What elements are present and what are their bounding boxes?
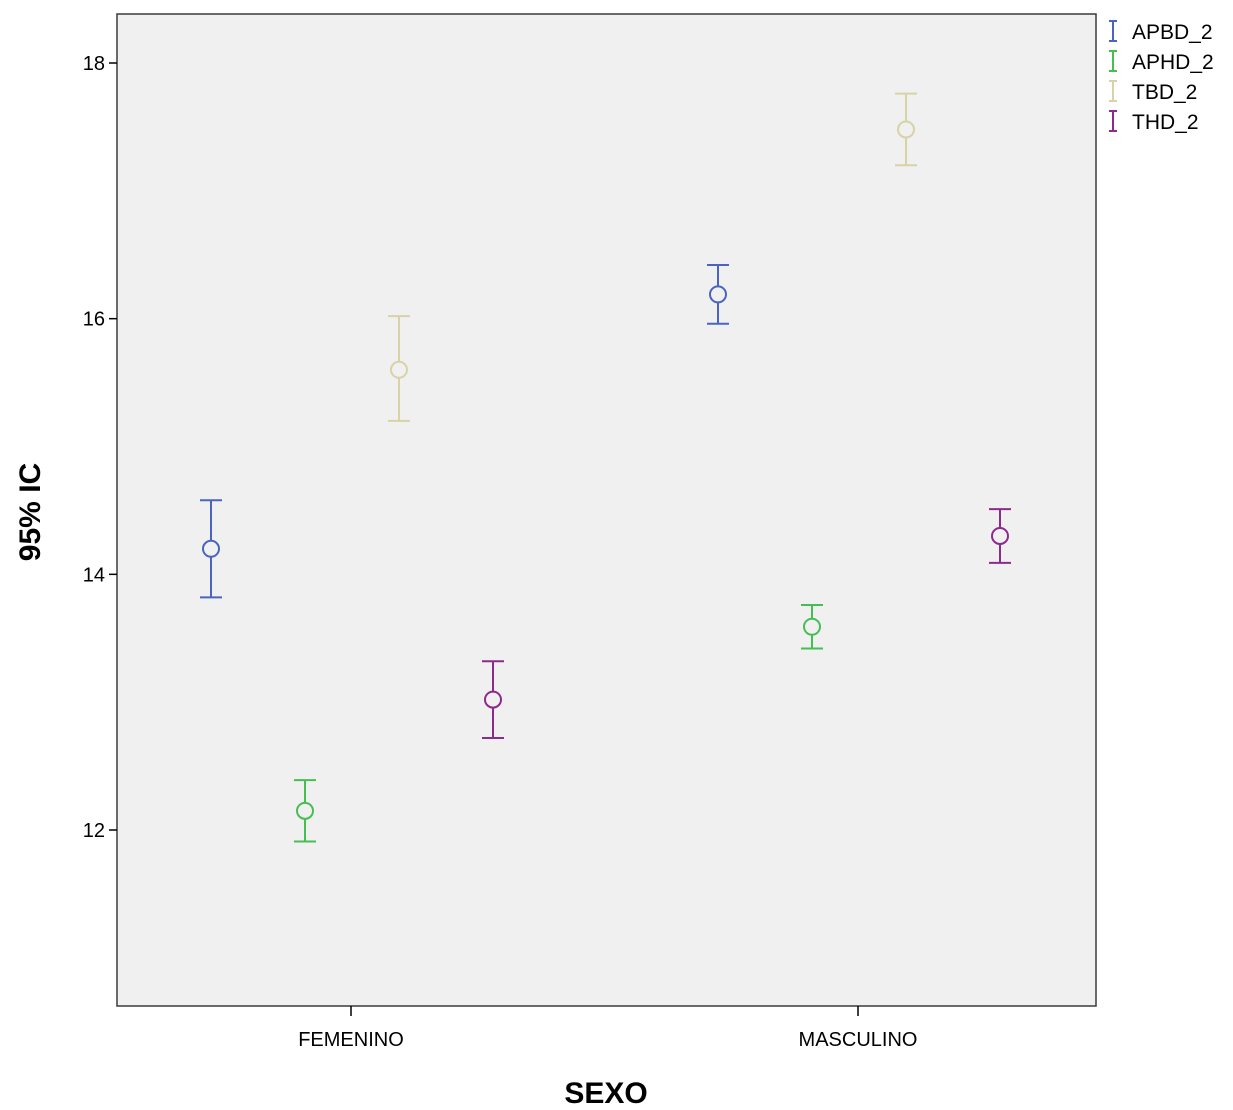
y-axis: 12 14 16 18 bbox=[83, 53, 117, 842]
legend-label: APHD_2 bbox=[1132, 51, 1214, 74]
legend: APBD_2 APHD_2 TBD_2 THD_2 bbox=[1109, 20, 1214, 134]
y-tick-label: 14 bbox=[83, 564, 105, 586]
legend-label: APBD_2 bbox=[1132, 21, 1213, 44]
x-tick-label: FEMENINO bbox=[298, 1029, 404, 1051]
x-axis: FEMENINO MASCULINO bbox=[298, 1006, 917, 1051]
mean-marker bbox=[202, 539, 220, 558]
mean-marker bbox=[484, 690, 502, 709]
legend-item: APHD_2 bbox=[1109, 50, 1214, 74]
x-axis-title: SEXO bbox=[564, 1077, 647, 1110]
mean-marker bbox=[897, 120, 915, 139]
legend-item: THD_2 bbox=[1109, 110, 1199, 134]
mean-marker bbox=[296, 801, 314, 820]
legend-label: TBD_2 bbox=[1132, 81, 1197, 104]
series-thd-2 bbox=[482, 508, 1011, 739]
series-apbd-2 bbox=[200, 263, 729, 599]
y-tick-label: 12 bbox=[83, 820, 105, 842]
y-tick-label: 16 bbox=[83, 309, 105, 331]
series-layer bbox=[200, 92, 1011, 843]
legend-item: APBD_2 bbox=[1109, 20, 1213, 44]
series-aphd-2 bbox=[294, 604, 823, 843]
plot-area bbox=[116, 13, 1097, 1007]
mean-marker bbox=[803, 617, 821, 636]
mean-marker bbox=[709, 285, 727, 304]
legend-item: TBD_2 bbox=[1109, 80, 1197, 104]
y-axis-title: 95% IC bbox=[14, 463, 47, 561]
x-tick-label: MASCULINO bbox=[799, 1029, 918, 1051]
mean-marker bbox=[991, 526, 1009, 545]
y-tick-label: 18 bbox=[83, 53, 105, 75]
series-tbd-2 bbox=[388, 92, 917, 422]
mean-marker bbox=[390, 360, 408, 379]
legend-label: THD_2 bbox=[1132, 111, 1199, 134]
